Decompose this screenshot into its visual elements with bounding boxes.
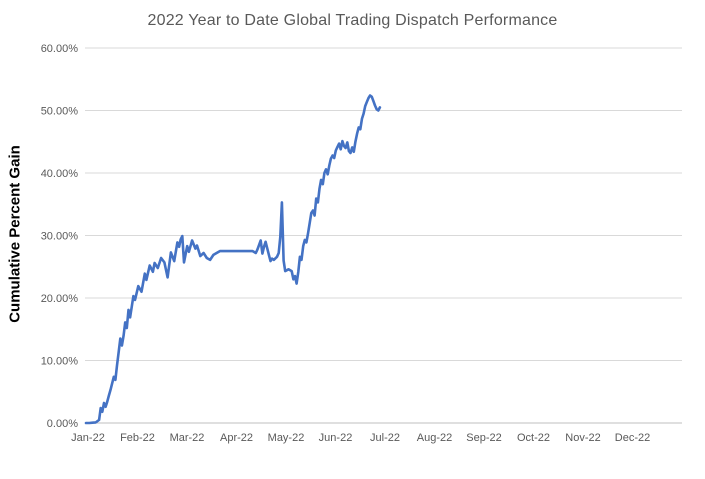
x-tick-label: May-22 [268,432,305,444]
x-tick-label: Mar-22 [170,432,205,444]
x-tick-label: Nov-22 [565,432,600,444]
x-tick-label: Jul-22 [370,432,400,444]
chart-title: 2022 Year to Date Global Trading Dispatc… [147,12,558,29]
data-series-line [84,94,382,425]
x-tick-label: Aug-22 [417,432,452,444]
y-tick-label: 20.00% [41,293,79,305]
x-tick-label: Oct-22 [517,432,550,444]
x-tick-label: Jan-22 [71,432,105,444]
x-tick-label: Jun-22 [319,432,353,444]
y-tick-label: 30.00% [41,231,79,243]
y-tick-label: 60.00% [41,43,79,55]
y-axis-title: Cumulative Percent Gain [6,145,24,323]
y-tick-label: 40.00% [41,168,79,180]
x-tick-label: Dec-22 [615,432,650,444]
x-tick-label: Sep-22 [466,432,501,444]
x-tick-label: Apr-22 [220,432,253,444]
y-tick-label: 10.00% [41,356,79,368]
y-tick-label: 0.00% [47,418,78,430]
y-tick-label: 50.00% [41,106,79,118]
x-tick-label: Feb-22 [120,432,155,444]
